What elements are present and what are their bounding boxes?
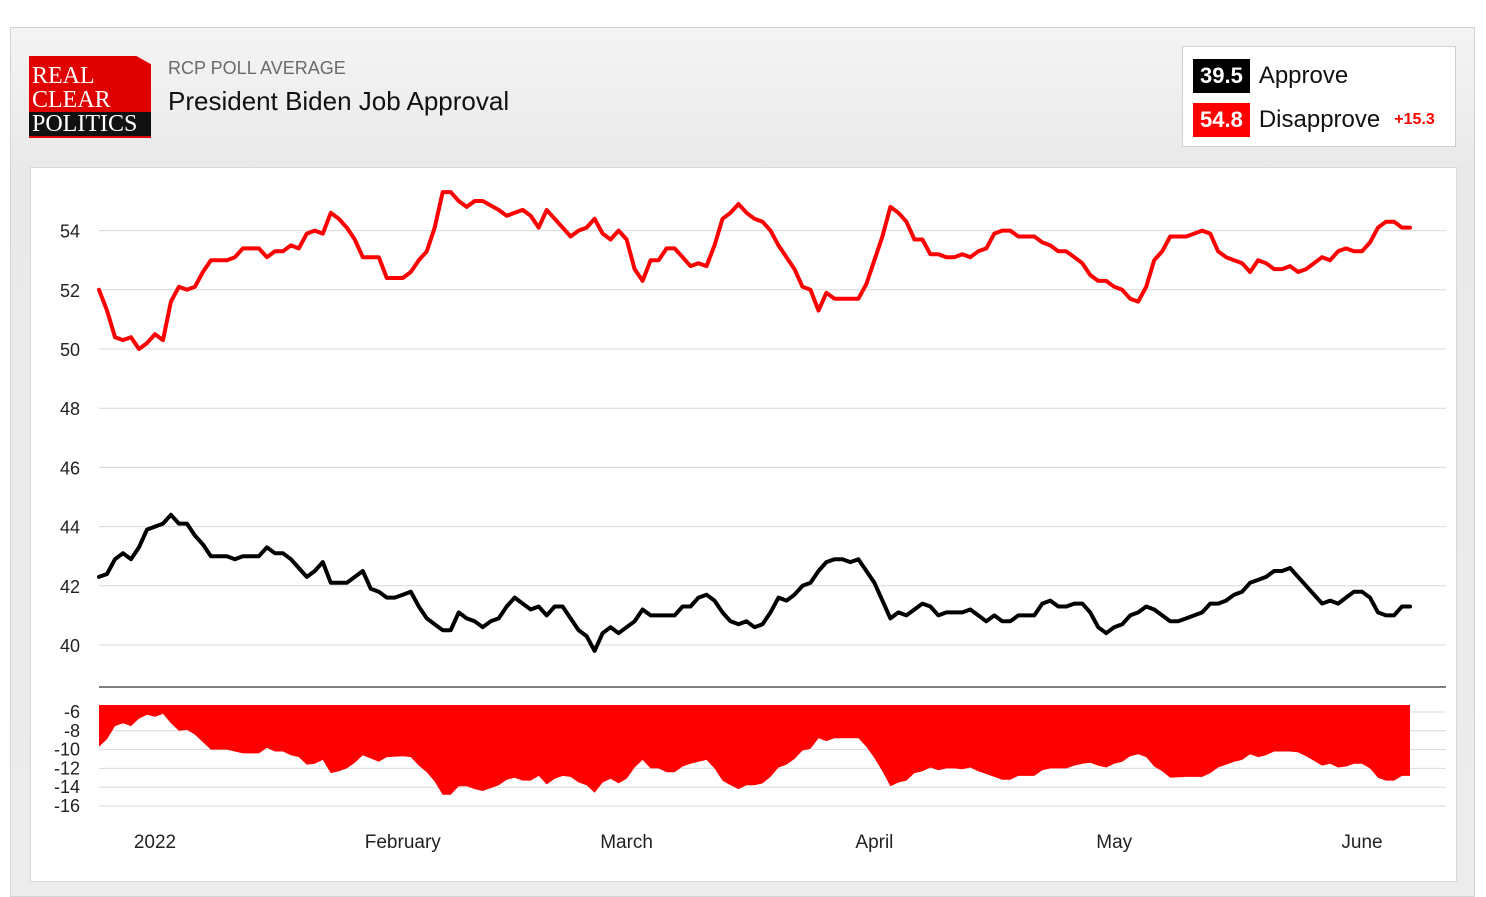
logo-line-3: POLITICS xyxy=(29,112,151,136)
y-axis-labels: 40 42 44 46 48 50 52 54 -6-8-10-12-14-16 xyxy=(54,222,80,816)
spread-tick-label: -16 xyxy=(54,796,80,816)
y-tick-label: 42 xyxy=(60,577,80,597)
spread-tick-label: -14 xyxy=(54,777,80,797)
spread-tick-label: -8 xyxy=(64,721,80,741)
chart-subtitle: RCP POLL AVERAGE xyxy=(168,58,346,78)
legend-box: 39.5 Approve 54.8 Disapprove +15.3 xyxy=(1182,46,1456,147)
x-tick-label: 2022 xyxy=(134,832,176,853)
x-axis-labels: 2022 February March April May June xyxy=(134,832,1383,853)
y-tick-label: 44 xyxy=(60,518,80,538)
series-line-approve xyxy=(97,512,1412,653)
y-tick-label: 48 xyxy=(60,399,80,419)
legend-disapprove[interactable]: 54.8 Disapprove +15.3 xyxy=(1193,103,1435,137)
approve-label: Approve xyxy=(1258,62,1349,89)
y-tick-label: 52 xyxy=(60,281,80,301)
disapprove-label: Disapprove xyxy=(1258,106,1381,133)
spread-area-fill xyxy=(99,705,1410,795)
rcp-logo[interactable]: REAL CLEAR POLITICS xyxy=(29,56,151,138)
y-tick-label: 54 xyxy=(60,222,80,242)
spread-area xyxy=(99,705,1410,795)
y-tick-label: 40 xyxy=(60,636,80,656)
x-tick-label: February xyxy=(365,832,442,853)
y-tick-label: 46 xyxy=(60,458,80,478)
spread-value: +15.3 xyxy=(1394,111,1435,128)
series-line-disapprove xyxy=(97,190,1412,351)
y-tick-label: 50 xyxy=(60,340,80,360)
legend-approve[interactable]: 39.5 Approve xyxy=(1193,59,1348,93)
x-tick-label: June xyxy=(1341,832,1382,853)
series-lines xyxy=(97,190,1412,653)
logo-line-2: CLEAR xyxy=(32,87,111,113)
chart-title: President Biden Job Approval xyxy=(168,86,510,116)
x-tick-label: March xyxy=(600,832,653,853)
spread-tick-label: -12 xyxy=(54,758,80,778)
logo-line-1: REAL xyxy=(32,63,95,89)
spread-tick-label: -10 xyxy=(54,740,80,760)
spread-tick-label: -6 xyxy=(64,702,80,722)
x-tick-label: April xyxy=(855,832,893,853)
disapprove-value-badge: 54.8 xyxy=(1193,103,1250,137)
approve-value-badge: 39.5 xyxy=(1193,59,1250,93)
x-tick-label: May xyxy=(1096,832,1132,853)
